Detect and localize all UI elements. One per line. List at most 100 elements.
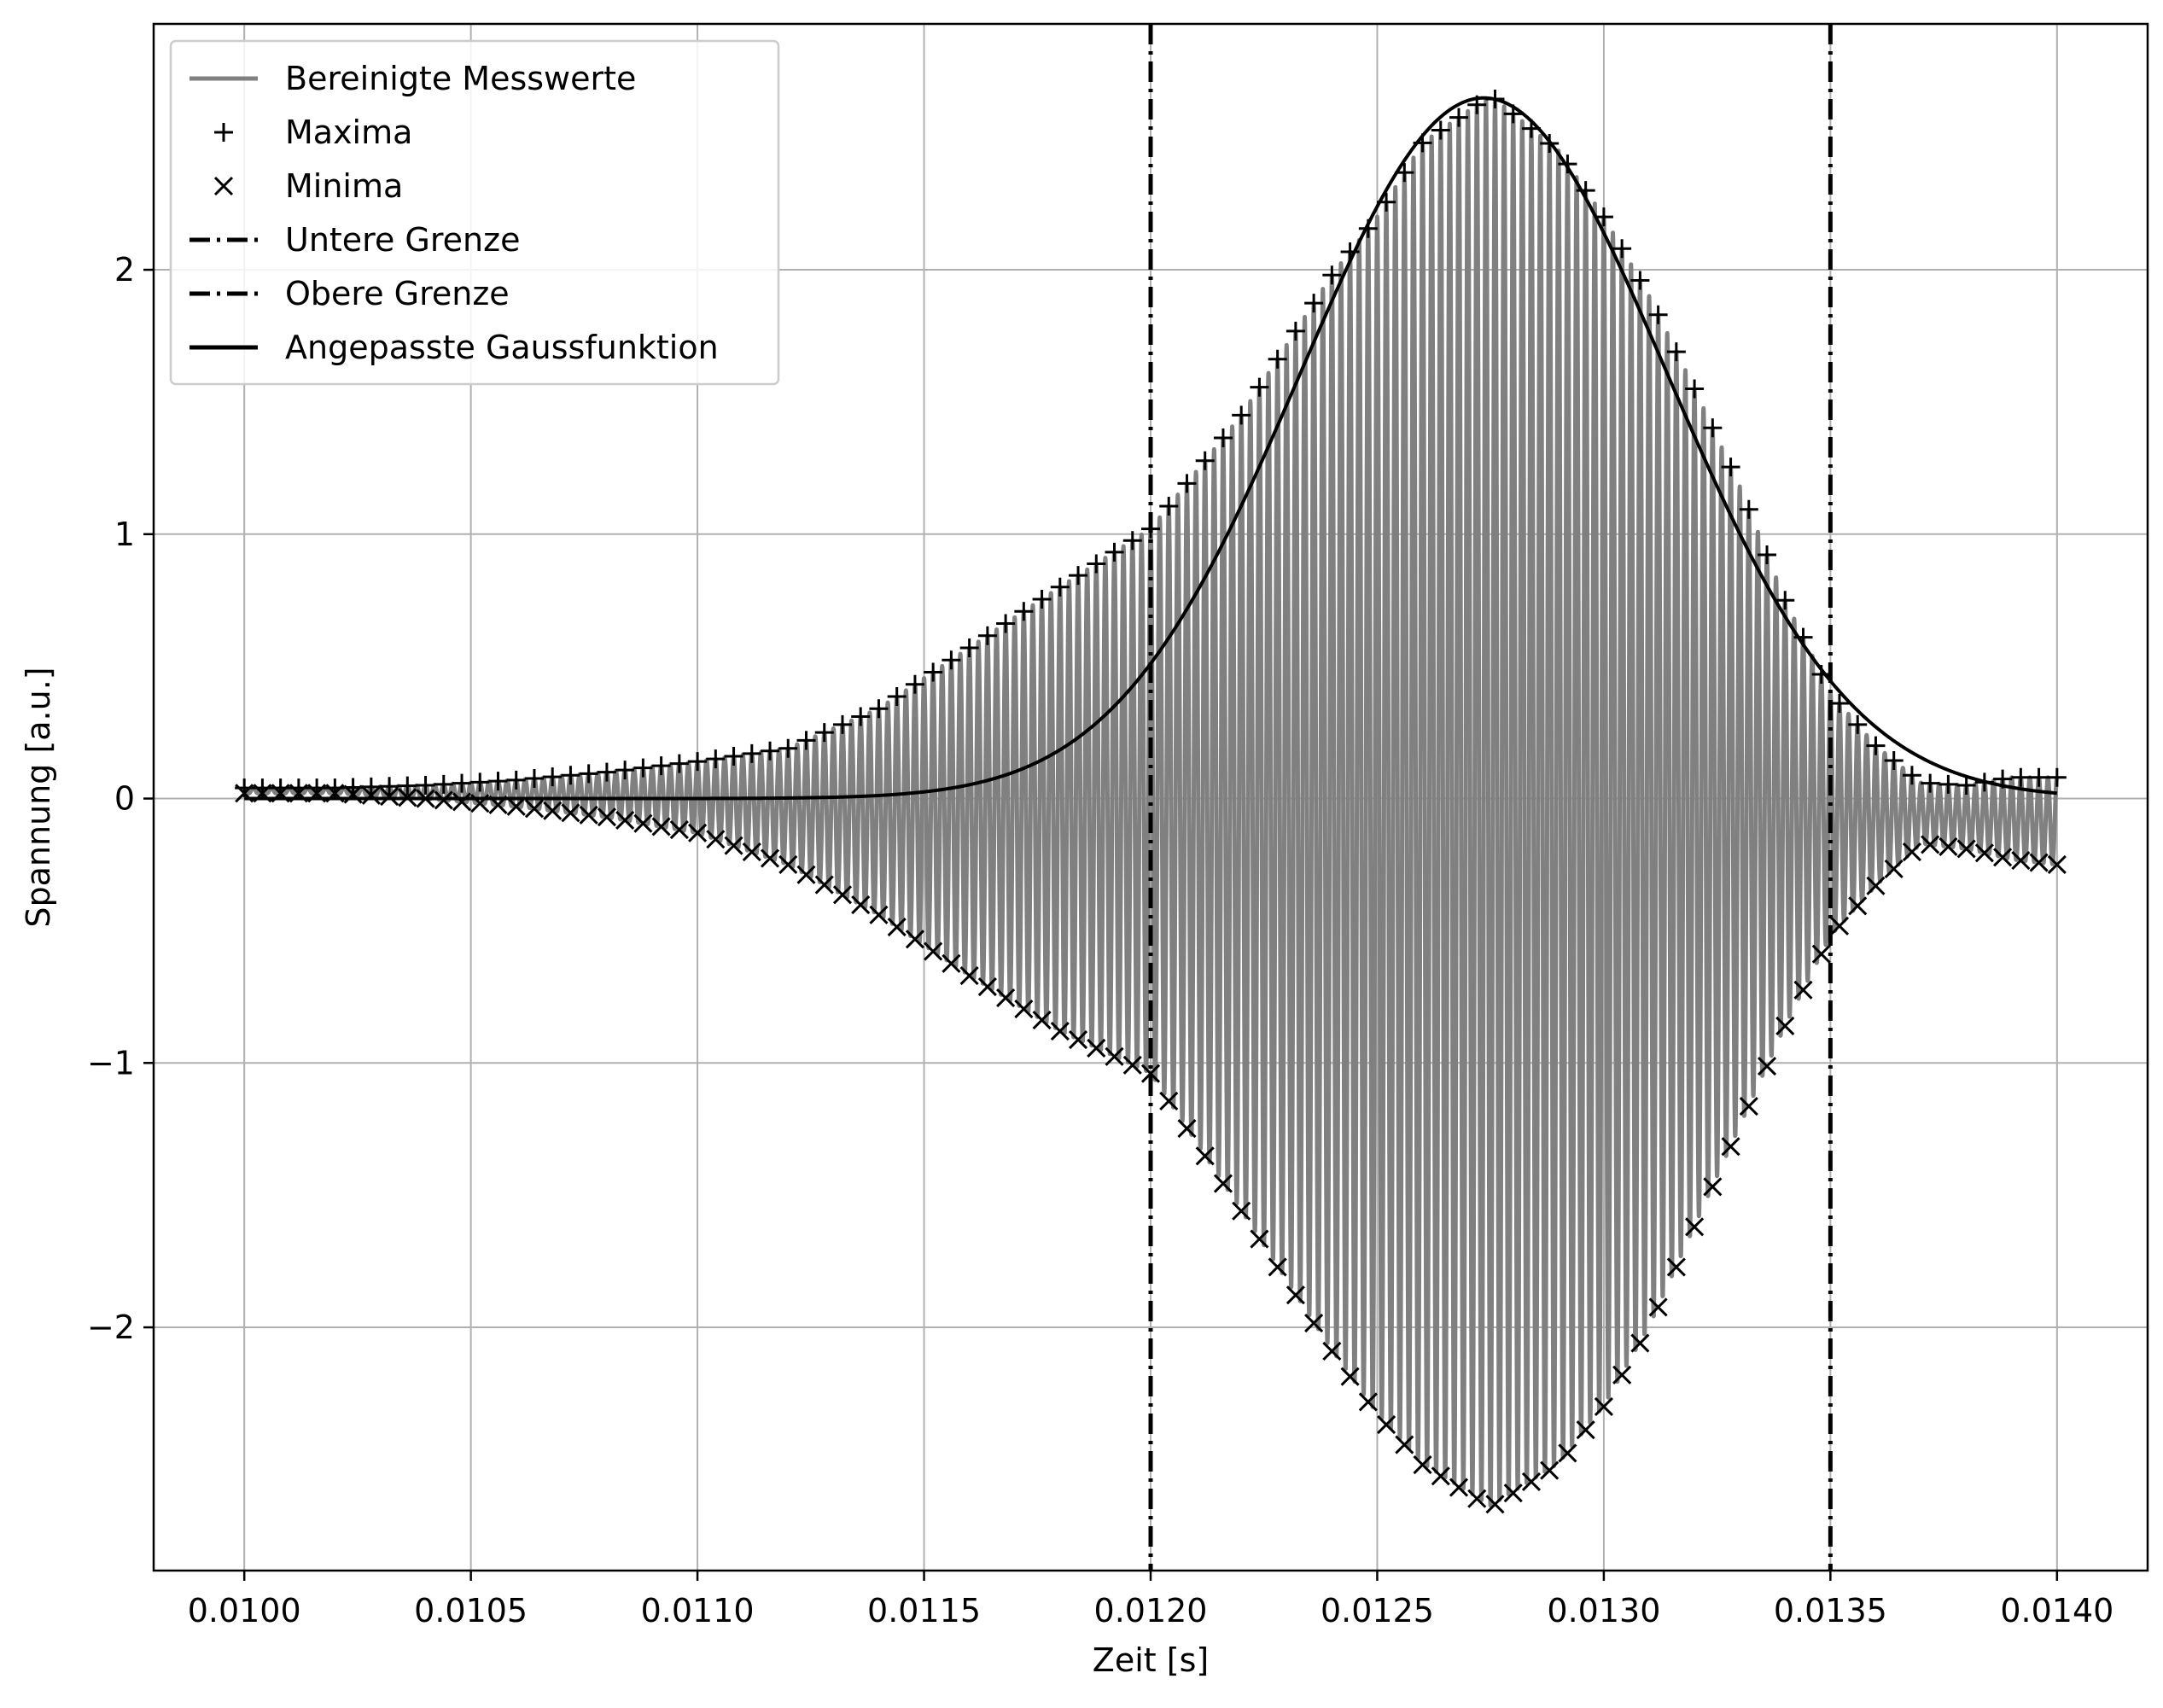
maxima-marker [579, 764, 598, 784]
maxima-marker [1703, 418, 1723, 438]
x-tick-label: 0.0110 [641, 1592, 755, 1629]
minima-marker [814, 875, 834, 895]
minima-marker [416, 789, 435, 808]
maxima-marker [361, 777, 381, 796]
maxima-marker [1775, 591, 1795, 610]
maxima-marker [380, 777, 399, 796]
minima-marker [1703, 1177, 1723, 1197]
minima-marker [561, 803, 580, 823]
maxima-marker [1122, 531, 1142, 551]
minima-marker [1612, 1365, 1632, 1384]
minima-marker [742, 842, 761, 862]
y-tick-label: 2 [114, 251, 135, 289]
maxima-marker [977, 626, 997, 645]
minima-marker [524, 799, 545, 819]
maxima-marker [434, 774, 453, 794]
legend-label: Angepasste Gaussfunktion [285, 329, 719, 366]
minima-marker [977, 977, 997, 997]
maxima-marker [1503, 104, 1523, 124]
maxima-marker [887, 686, 907, 706]
minima-marker [1122, 1055, 1142, 1075]
minima-marker [1485, 1495, 1505, 1514]
maxima-marker [1939, 774, 1958, 794]
minima-marker [615, 810, 635, 831]
maxima-marker [1087, 554, 1106, 574]
minima-marker [706, 830, 726, 849]
minima-marker [1757, 1056, 1777, 1076]
maxima-marker [1829, 694, 1849, 714]
minima-marker [289, 784, 308, 803]
minima-marker [1956, 839, 1976, 859]
minima-marker [1195, 1146, 1215, 1166]
minima-marker [1829, 916, 1850, 936]
x-tick-label: 0.0120 [1094, 1592, 1208, 1629]
maxima-marker [506, 770, 526, 790]
minima-marker [1159, 1091, 1179, 1110]
minima-marker [470, 794, 490, 813]
maxima-marker [1811, 664, 1831, 684]
legend-label: Maxima [285, 114, 412, 151]
maxima-marker [1159, 496, 1179, 516]
minima-marker [1232, 1201, 1251, 1221]
minima-marker [688, 823, 708, 842]
minima-marker [651, 817, 671, 837]
maxima-marker [1377, 192, 1396, 212]
maxima-marker [1594, 207, 1613, 227]
maxima-marker [796, 731, 816, 750]
maxima-marker [996, 614, 1016, 633]
minima-marker [887, 918, 907, 937]
maxima-marker [1431, 120, 1450, 140]
maxima-marker [1032, 590, 1052, 609]
minima-marker [1449, 1478, 1469, 1497]
maxima-marker [942, 650, 961, 670]
extrema-markers [235, 89, 2067, 1514]
minima-marker [2011, 850, 2031, 871]
maxima-marker [1105, 542, 1124, 562]
minima-marker [343, 784, 363, 804]
maxima-marker [669, 754, 689, 773]
minima-marker [1721, 1137, 1740, 1157]
maxima-marker [742, 743, 761, 763]
legend-item: Minima [213, 167, 403, 205]
minima-marker [996, 988, 1016, 1008]
maxima-marker [1069, 566, 1088, 586]
minima-marker [724, 836, 743, 855]
legend: Bereinigte Messwerte Maxima Minima Untere G… [169, 39, 780, 386]
y-tick-label: 1 [114, 516, 135, 553]
legend-label: Minima [285, 167, 403, 205]
maxima-marker [1558, 154, 1577, 174]
maxima-marker [924, 662, 943, 682]
minima-marker [1739, 1097, 1758, 1116]
maxima-marker [1721, 458, 1740, 477]
maxima-marker [633, 758, 653, 778]
minima-marker [235, 784, 254, 803]
minima-marker [1503, 1484, 1523, 1503]
minima-marker [1140, 1064, 1161, 1083]
minima-marker [851, 895, 871, 915]
minima-marker [1558, 1443, 1577, 1463]
legend-box [169, 39, 780, 386]
minima-marker [869, 905, 889, 924]
maxima-marker [1449, 108, 1469, 127]
minima-marker [506, 796, 526, 816]
minima-marker [942, 953, 961, 973]
minima-marker [1467, 1489, 1487, 1508]
maxima-marker [543, 767, 563, 787]
minima-marker [633, 813, 653, 833]
legend-item: Maxima [214, 114, 412, 151]
minima-marker [1576, 1420, 1595, 1440]
minima-marker [1811, 944, 1831, 964]
y-tick-label: −1 [87, 1044, 135, 1081]
x-tick-label: 0.0125 [1321, 1592, 1434, 1629]
maxima-marker [1921, 773, 1940, 793]
minima-marker [307, 784, 327, 803]
maxima-marker [524, 769, 544, 789]
maxima-marker [1467, 95, 1487, 114]
maxima-marker [1304, 294, 1324, 313]
maxima-marker [814, 723, 834, 743]
y-axis-label: Spannung [a.u.] [20, 667, 57, 927]
maxima-marker [1902, 766, 1921, 785]
minima-marker [398, 788, 417, 807]
minima-marker [597, 807, 616, 827]
